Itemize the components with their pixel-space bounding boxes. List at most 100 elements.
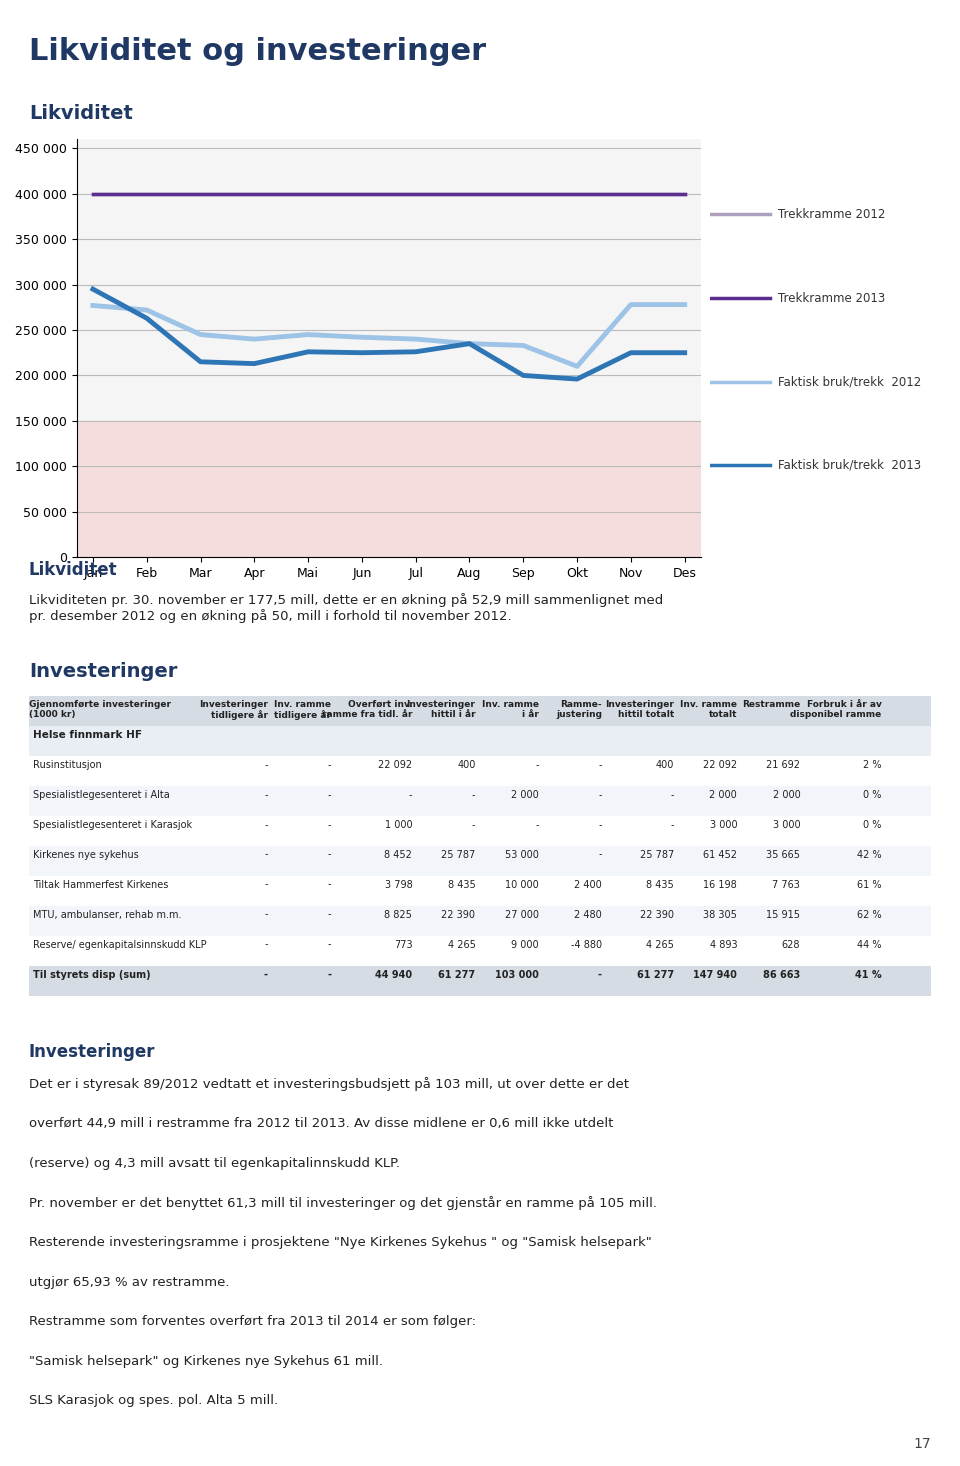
Text: -4 880: -4 880: [570, 940, 602, 950]
Text: 9 000: 9 000: [511, 940, 539, 950]
Text: Faktisk bruk/trekk  2012: Faktisk bruk/trekk 2012: [778, 375, 921, 388]
Text: Investeringer
hittil i år: Investeringer hittil i år: [407, 699, 475, 718]
Text: 25 787: 25 787: [639, 850, 674, 859]
FancyBboxPatch shape: [29, 756, 931, 786]
FancyBboxPatch shape: [29, 846, 931, 877]
Faktisk bruk/trekk  2012: [141, 301, 153, 318]
Text: 400: 400: [457, 759, 475, 770]
Faktisk bruk/trekk  2013: [249, 355, 260, 372]
Text: 2 %: 2 %: [863, 759, 881, 770]
Text: -: -: [598, 850, 602, 859]
Text: -: -: [327, 759, 331, 770]
Trekkramme 2013: [302, 185, 314, 202]
Text: 2 000: 2 000: [773, 790, 801, 799]
Trekkramme 2013: [679, 185, 690, 202]
Text: 3 000: 3 000: [773, 819, 801, 830]
Text: 8 825: 8 825: [384, 909, 413, 919]
Text: 27 000: 27 000: [505, 909, 539, 919]
Text: -: -: [327, 940, 331, 950]
Text: Reserve/ egenkapitalsinnskudd KLP: Reserve/ egenkapitalsinnskudd KLP: [34, 940, 207, 950]
Text: Likviditet og investeringer: Likviditet og investeringer: [29, 37, 486, 66]
Text: 86 663: 86 663: [763, 969, 801, 979]
Text: -: -: [264, 759, 268, 770]
Text: -: -: [264, 790, 268, 799]
Text: 61 452: 61 452: [703, 850, 737, 859]
Text: Gjennomførte investeringer
(1000 kr): Gjennomførte investeringer (1000 kr): [29, 699, 171, 718]
Text: -: -: [264, 819, 268, 830]
Text: -: -: [327, 969, 331, 979]
Text: Overført inv.
ramme fra tidl. år: Overført inv. ramme fra tidl. år: [322, 699, 413, 718]
Text: 0 %: 0 %: [863, 790, 881, 799]
Text: Til styrets disp (sum): Til styrets disp (sum): [34, 969, 151, 979]
Trekkramme 2013: [464, 185, 475, 202]
Text: 8 435: 8 435: [447, 880, 475, 890]
Text: -: -: [670, 790, 674, 799]
Text: Pr. november er det benyttet 61,3 mill til investeringer og det gjenstår en ramm: Pr. november er det benyttet 61,3 mill t…: [29, 1196, 657, 1211]
Text: 16 198: 16 198: [704, 880, 737, 890]
Text: MTU, ambulanser, rehab m.m.: MTU, ambulanser, rehab m.m.: [34, 909, 181, 919]
Text: Helse finnmark HF: Helse finnmark HF: [34, 730, 142, 740]
Text: 773: 773: [394, 940, 413, 950]
Text: -: -: [264, 940, 268, 950]
Trekkramme 2012: [679, 185, 690, 202]
Text: Investeringer: Investeringer: [29, 1042, 156, 1061]
FancyBboxPatch shape: [29, 966, 931, 997]
Text: -: -: [264, 909, 268, 919]
Text: Rusinstitusjon: Rusinstitusjon: [34, 759, 102, 770]
Text: 4 265: 4 265: [447, 940, 475, 950]
Text: -: -: [598, 819, 602, 830]
Trekkramme 2012: [517, 185, 529, 202]
Text: -: -: [598, 759, 602, 770]
Faktisk bruk/trekk  2013: [195, 353, 206, 371]
Text: Investeringer
hittil totalt: Investeringer hittil totalt: [605, 699, 674, 718]
Text: Det er i styresak 89/2012 vedtatt et investeringsbudsjett på 103 mill, ut over d: Det er i styresak 89/2012 vedtatt et inv…: [29, 1078, 629, 1092]
Faktisk bruk/trekk  2013: [87, 280, 99, 298]
Text: 61 %: 61 %: [857, 880, 881, 890]
Text: Ramme-
justering: Ramme- justering: [556, 699, 602, 718]
Text: 4 893: 4 893: [709, 940, 737, 950]
Text: utgjør 65,93 % av restramme.: utgjør 65,93 % av restramme.: [29, 1275, 229, 1289]
FancyBboxPatch shape: [29, 726, 931, 756]
Text: 35 665: 35 665: [766, 850, 801, 859]
Trekkramme 2013: [195, 185, 206, 202]
Text: 42 %: 42 %: [857, 850, 881, 859]
Text: 22 092: 22 092: [703, 759, 737, 770]
Text: Spesialistlegesenteret i Alta: Spesialistlegesenteret i Alta: [34, 790, 170, 799]
Text: 8 435: 8 435: [646, 880, 674, 890]
Text: 2 000: 2 000: [511, 790, 539, 799]
Faktisk bruk/trekk  2013: [356, 345, 368, 362]
Text: 8 452: 8 452: [384, 850, 413, 859]
Faktisk bruk/trekk  2012: [410, 330, 421, 347]
Trekkramme 2012: [571, 185, 583, 202]
Text: Trekkramme 2012: Trekkramme 2012: [778, 208, 885, 221]
Faktisk bruk/trekk  2013: [141, 309, 153, 327]
Text: Faktisk bruk/trekk  2013: Faktisk bruk/trekk 2013: [778, 459, 921, 472]
Text: 22 092: 22 092: [378, 759, 413, 770]
Text: 53 000: 53 000: [505, 850, 539, 859]
Text: -: -: [409, 790, 413, 799]
Text: 25 787: 25 787: [442, 850, 475, 859]
Text: -: -: [472, 790, 475, 799]
Text: Forbruk i år av
disponibel ramme: Forbruk i år av disponibel ramme: [790, 699, 881, 718]
Trekkramme 2012: [249, 185, 260, 202]
Text: -: -: [598, 790, 602, 799]
Trekkramme 2013: [141, 185, 153, 202]
Text: -: -: [264, 969, 268, 979]
Text: Likviditet: Likviditet: [29, 104, 132, 123]
Text: 61 277: 61 277: [439, 969, 475, 979]
Faktisk bruk/trekk  2012: [356, 328, 368, 346]
Trekkramme 2012: [302, 185, 314, 202]
Text: Inv. ramme
totalt: Inv. ramme totalt: [681, 699, 737, 718]
Text: -: -: [327, 850, 331, 859]
Text: 22 390: 22 390: [640, 909, 674, 919]
Text: 61 277: 61 277: [636, 969, 674, 979]
FancyBboxPatch shape: [29, 937, 931, 966]
Trekkramme 2013: [249, 185, 260, 202]
Faktisk bruk/trekk  2013: [625, 345, 636, 362]
Text: -: -: [598, 969, 602, 979]
Text: 3 798: 3 798: [385, 880, 413, 890]
Faktisk bruk/trekk  2012: [195, 325, 206, 343]
Text: Likviditeten pr. 30. november er 177,5 mill, dette er en økning på 52,9 mill sam: Likviditeten pr. 30. november er 177,5 m…: [29, 594, 663, 623]
Trekkramme 2013: [87, 185, 99, 202]
FancyBboxPatch shape: [29, 906, 931, 937]
